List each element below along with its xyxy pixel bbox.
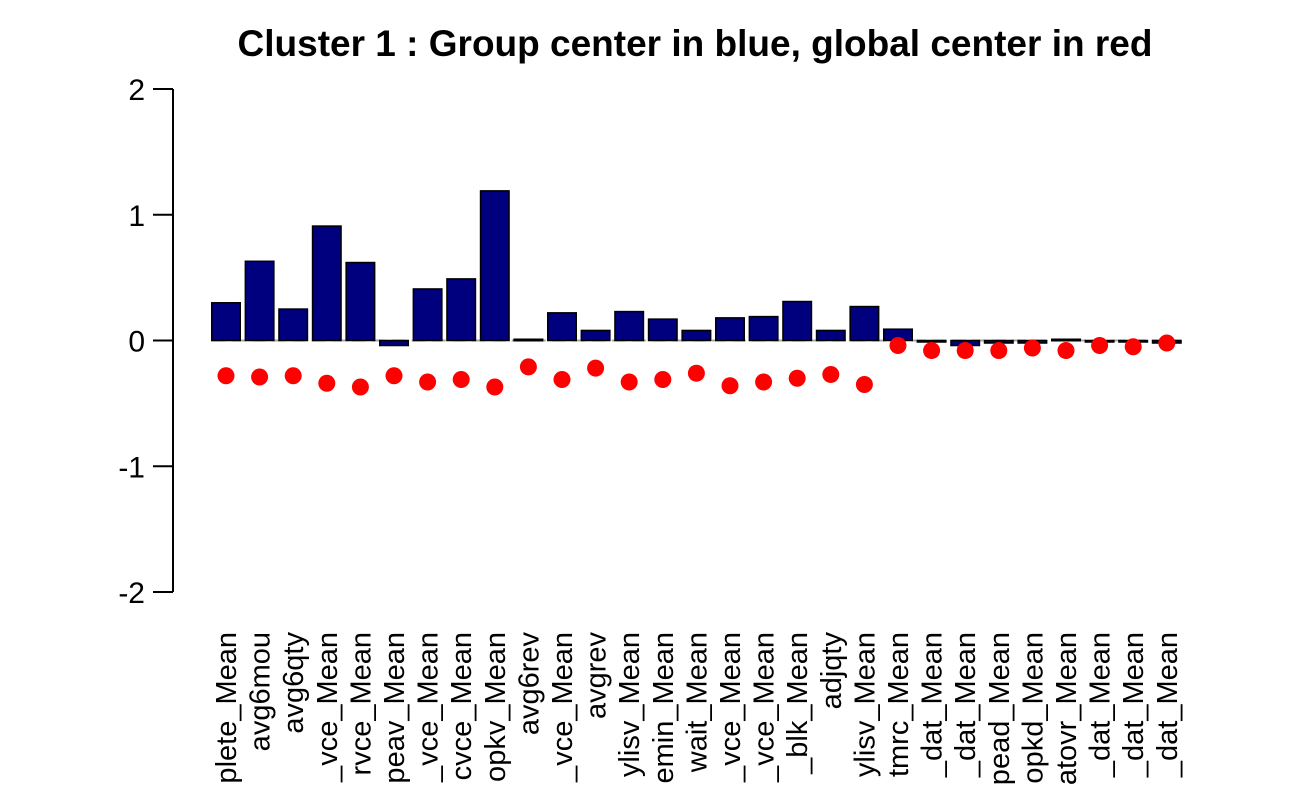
x-tick-label: avg6qty	[278, 632, 310, 734]
bar	[748, 315, 779, 342]
y-tick-label: 2	[128, 74, 145, 107]
bar	[211, 302, 241, 342]
point	[620, 373, 638, 391]
x-tick-label: _vce_Mean	[749, 632, 781, 783]
bar	[916, 339, 947, 343]
y-tick-label: -2	[118, 577, 145, 610]
bar	[446, 278, 477, 342]
x-tick-label: adjqty	[816, 632, 848, 710]
point	[990, 342, 1008, 360]
x-tick-label: _vce_Mean	[413, 632, 445, 783]
bar	[647, 318, 678, 342]
x-tick-label: emin_Mean	[648, 632, 680, 784]
y-tick-label: -1	[118, 451, 145, 484]
point	[217, 367, 235, 385]
point	[519, 358, 537, 376]
point	[553, 370, 571, 388]
x-tick-label: atovr_Mean	[1051, 632, 1083, 785]
point	[419, 373, 437, 391]
x-tick-label: avgrev	[581, 632, 613, 720]
chart-title: Cluster 1 : Group center in blue, global…	[238, 23, 1153, 64]
point	[788, 369, 806, 387]
point	[855, 376, 873, 394]
bar	[412, 288, 443, 342]
x-tick-label: _vce_Mean	[547, 632, 579, 783]
point	[687, 364, 705, 382]
bar	[815, 329, 846, 342]
x-category-labels: plete_Mean avg6mou avg6qty _vce_Mean rvce_Me…	[211, 632, 1184, 786]
point	[654, 370, 672, 388]
x-tick-label: _dat_Mean	[917, 632, 949, 778]
point	[486, 378, 504, 396]
x-tick-label: ylisv_Mean	[849, 632, 881, 777]
x-tick-label: _vce_Mean	[312, 632, 344, 783]
bar	[513, 338, 544, 342]
point	[251, 368, 269, 386]
bar	[1051, 338, 1081, 342]
point	[721, 377, 739, 395]
x-tick-label: pead_Mean	[984, 632, 1016, 785]
global-center-points	[217, 334, 1176, 396]
x-tick-label: opkv_Mean	[480, 632, 512, 782]
bar	[278, 308, 309, 342]
point	[1124, 338, 1142, 356]
y-axis-ticks: 2 1 0 -1 -2	[118, 74, 173, 610]
group-center-bars	[211, 190, 1182, 347]
x-tick-label: peav_Mean	[379, 632, 411, 784]
x-tick-label: _vce_Mean	[715, 632, 747, 783]
bar	[311, 225, 342, 342]
x-tick-label: tmrc_Mean	[883, 632, 915, 777]
bar	[782, 300, 813, 342]
x-tick-label: wait_Mean	[681, 632, 713, 773]
bar	[479, 190, 510, 342]
point	[1023, 339, 1041, 357]
point	[923, 342, 941, 360]
bar	[580, 329, 611, 342]
bar	[244, 260, 275, 342]
x-tick-label: ylisv_Mean	[614, 632, 646, 777]
point	[1091, 337, 1109, 355]
x-tick-label: _dat_Mean	[950, 632, 982, 778]
point	[385, 367, 403, 385]
x-tick-label: _dat_Mean	[1118, 632, 1150, 778]
point	[1158, 334, 1176, 352]
bar	[379, 339, 409, 347]
point	[587, 359, 605, 377]
x-tick-label: cvce_Mean	[446, 632, 478, 780]
x-tick-label: _dat_Mean	[1085, 632, 1117, 778]
y-tick-label: 1	[128, 200, 145, 233]
bar	[681, 329, 712, 342]
point	[822, 365, 840, 383]
point	[889, 337, 907, 355]
point	[755, 373, 773, 391]
point	[318, 374, 336, 392]
bar	[547, 312, 577, 342]
bar	[345, 261, 376, 342]
point	[1057, 342, 1075, 360]
x-tick-label: avg6rev	[513, 632, 545, 736]
point	[452, 370, 470, 388]
point	[351, 378, 369, 396]
point	[956, 342, 974, 360]
bar	[715, 317, 745, 342]
bar	[849, 305, 880, 342]
x-tick-label: rvce_Mean	[345, 632, 377, 775]
x-tick-label: _dat_Mean	[1152, 632, 1184, 778]
x-tick-label: _blk_Mean	[782, 632, 814, 775]
bar	[614, 310, 645, 342]
x-tick-label: avg6mou	[245, 632, 277, 751]
y-tick-label: 0	[128, 326, 145, 359]
x-tick-label: opkd_Mean	[1017, 632, 1049, 784]
x-tick-label: plete_Mean	[211, 632, 243, 784]
point	[284, 367, 302, 385]
